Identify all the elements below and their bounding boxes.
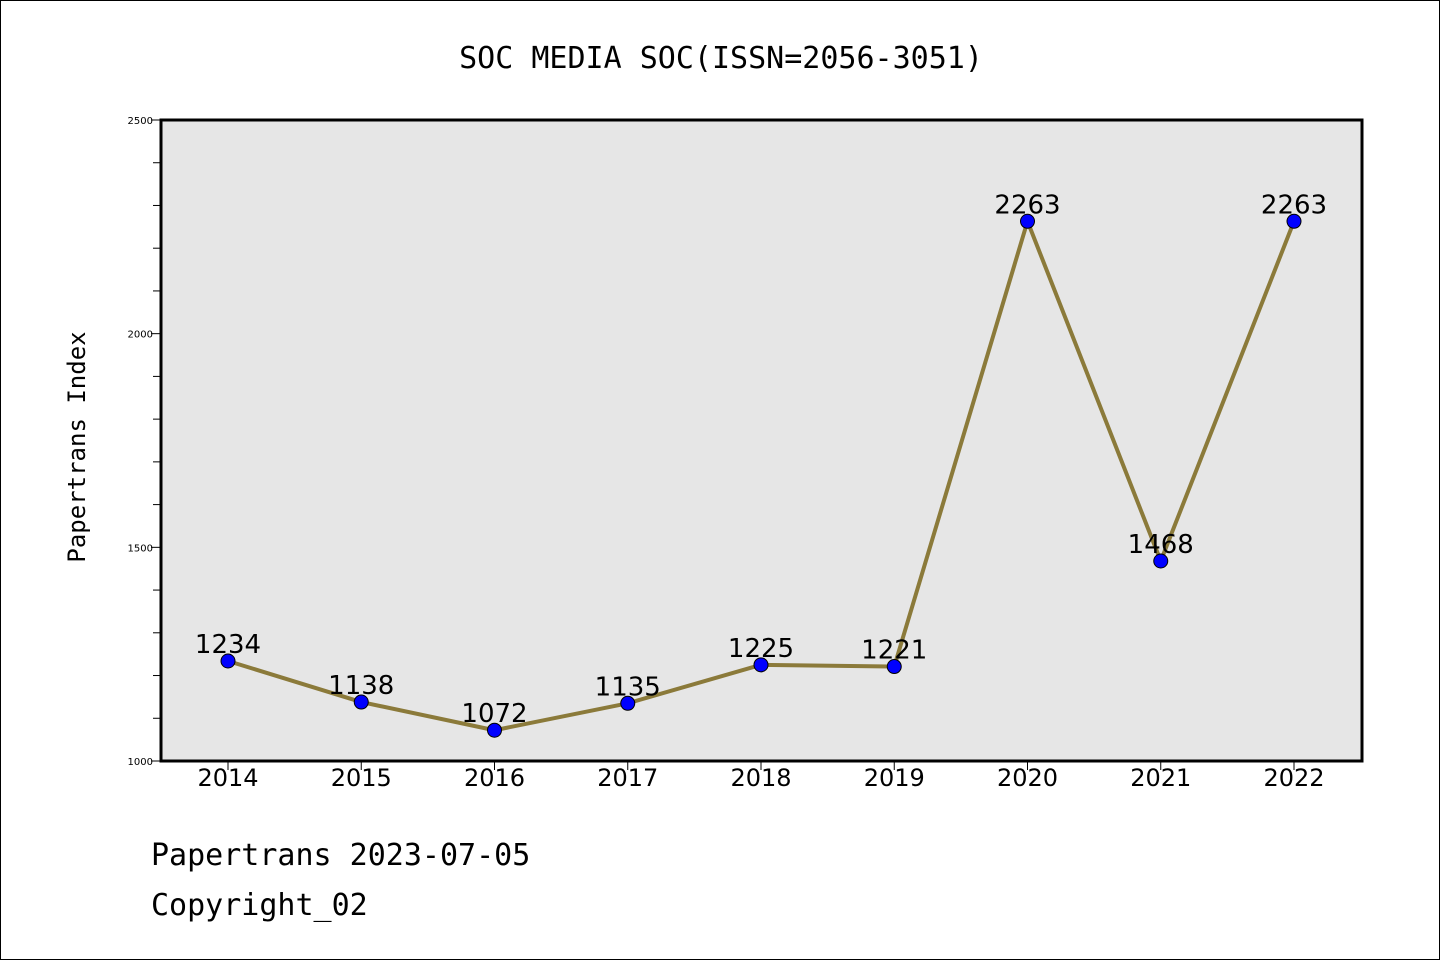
data-label: 1072: [461, 699, 527, 729]
data-point: [753, 657, 769, 673]
x-tick-label: 2020: [997, 764, 1058, 792]
x-tick-label: 2016: [464, 764, 525, 792]
x-tick-label: 2021: [1130, 764, 1191, 792]
data-label: 1225: [728, 634, 794, 664]
footer-date: Papertrans 2023-07-05: [151, 838, 530, 873]
chart-title: SOC MEDIA SOC(ISSN=2056-3051): [459, 41, 983, 76]
data-point: [1286, 213, 1302, 229]
plot-area: [161, 120, 1362, 761]
data-label: 1135: [595, 672, 661, 702]
data-label: 1234: [195, 630, 261, 660]
data-point: [1020, 213, 1035, 229]
data-points: [220, 213, 1302, 738]
y-tick-label: 1500: [128, 543, 153, 554]
x-tick-label: 2022: [1263, 764, 1324, 792]
data-point: [353, 694, 369, 710]
data-point: [220, 653, 236, 669]
footer-copyright: Copyright_02: [151, 888, 368, 923]
y-axis-label: Papertrans Index: [63, 331, 91, 562]
x-tick-label: 2019: [864, 764, 925, 792]
y-tick-label: 2000: [128, 330, 153, 341]
y-tick-label: 2500: [128, 116, 153, 127]
x-tick-label: 2017: [597, 764, 658, 792]
x-tick-label: 2014: [197, 764, 258, 792]
data-label: 1468: [1128, 530, 1194, 560]
x-axis: 2014 2015 2016 2017 2018 2019 2020 2021 2022: [197, 761, 1325, 792]
data-label: 1138: [328, 671, 394, 701]
y-tick-label: 1000: [128, 757, 153, 768]
data-label: 2263: [994, 190, 1060, 220]
data-label: 1221: [861, 636, 927, 666]
plot-frame: [159, 118, 1364, 763]
data-label: 2263: [1261, 190, 1327, 220]
data-point: [1153, 553, 1169, 569]
y-axis: 1000 1500 2000 2500: [128, 116, 161, 768]
data-labels: 1234 1138 1072 1135 1225 1221 2263 1468 2263: [195, 190, 1327, 729]
data-point: [886, 659, 902, 675]
data-point: [620, 695, 636, 711]
x-tick-label: 2018: [730, 764, 791, 792]
data-point: [487, 722, 502, 738]
x-tick-label: 2015: [331, 764, 392, 792]
